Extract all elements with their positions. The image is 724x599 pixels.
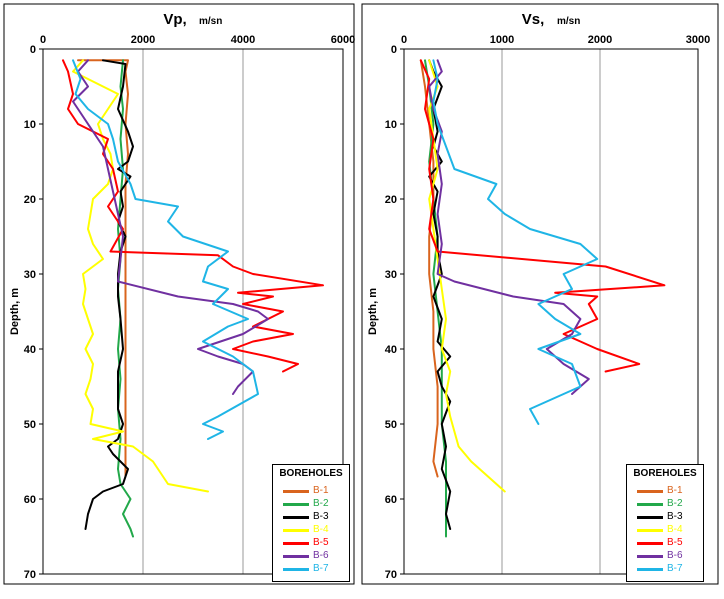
- chart1-legend-swatch: [283, 529, 309, 532]
- chart2-y-tick-label: 10: [385, 119, 397, 131]
- chart1-legend-swatch: [283, 555, 309, 558]
- chart2-y-tick-label: 70: [385, 569, 397, 581]
- chart2-y-tick-label: 0: [391, 44, 397, 56]
- chart1-y-axis-label: Depth, m: [9, 288, 21, 335]
- chart2-y-tick-label: 40: [385, 344, 397, 356]
- chart1-series-line-b-1: [77, 59, 129, 478]
- chart1-legend-label: B-7: [313, 563, 329, 574]
- chart1-series-line-b-6: [72, 59, 269, 395]
- chart2-legend-swatch: [637, 516, 663, 519]
- chart2-legend-swatch: [637, 490, 663, 493]
- chart2-legend-title: BOREHOLES: [633, 468, 697, 479]
- chart2-series-line-b-6: [428, 59, 590, 395]
- chart1-legend-label: B-5: [313, 537, 329, 548]
- chart2-legend-swatch: [637, 529, 663, 532]
- chart2-legend-label: B-2: [667, 498, 683, 509]
- chart1-series-line-b-2: [117, 59, 134, 538]
- chart1-series-line-b-5: [62, 59, 324, 373]
- chart1-y-tick-label: 60: [24, 494, 36, 506]
- chart1-legend-entry: B-2: [283, 498, 373, 510]
- chart2-legend-entry: B-1: [637, 485, 724, 497]
- chart2-x-tick-label: 0: [401, 34, 407, 46]
- chart2-legend-swatch: [637, 503, 663, 506]
- chart2-y-axis-label: Depth, m: [367, 288, 379, 335]
- chart1-legend-swatch: [283, 568, 309, 571]
- chart2-y-tick-label: 50: [385, 419, 397, 431]
- chart1-legend-entry: B-7: [283, 563, 373, 575]
- chart1-legend-label: B-4: [313, 524, 329, 535]
- chart1-x-tick-label: 0: [40, 34, 46, 46]
- chart1-legend-title: BOREHOLES: [279, 468, 343, 479]
- chart1-plot-area: [42, 48, 344, 575]
- chart1-title-unit: m/sn: [199, 16, 222, 27]
- chart1-series-line-b-3: [84, 59, 134, 530]
- chart1-y-tick-label: 40: [24, 344, 36, 356]
- chart1-y-tick-label: 70: [24, 569, 36, 581]
- chart1-series-line-b-7: [72, 59, 259, 440]
- chart1-series-line-b-4: [72, 59, 209, 493]
- chart2-legend-entry: B-7: [637, 563, 724, 575]
- chart2-series-line-b-3: [428, 59, 452, 530]
- chart1-y-tick-label: 50: [24, 419, 36, 431]
- chart2-title: Vs,: [522, 11, 545, 28]
- chart1-x-tick-label: 4000: [231, 34, 255, 46]
- chart1-frame: [3, 3, 355, 585]
- chart2-legend-entry: B-3: [637, 511, 724, 523]
- chart1-legend-entry: B-1: [283, 485, 373, 497]
- chart1-legend-label: B-2: [313, 498, 329, 509]
- chart1-legend-label: B-6: [313, 550, 329, 561]
- chart2-legend-entry: B-4: [637, 524, 724, 536]
- chart1-legend-swatch: [283, 542, 309, 545]
- chart2-frame: [361, 3, 719, 585]
- chart2-y-tick-label: 20: [385, 194, 397, 206]
- chart1-y-tick-label: 30: [24, 269, 36, 281]
- chart2-legend-swatch: [637, 568, 663, 571]
- chart1-legend-swatch: [283, 503, 309, 506]
- chart2-y-tick-label: 30: [385, 269, 397, 281]
- chart2-legend-swatch: [637, 555, 663, 558]
- chart1-legend-entry: B-6: [283, 550, 373, 562]
- chart2-x-tick-label: 2000: [588, 34, 612, 46]
- chart2-legend-entry: B-5: [637, 537, 724, 549]
- chart2-legend-swatch: [637, 542, 663, 545]
- chart2-title-unit: m/sn: [557, 16, 580, 27]
- chart1-legend-entry: B-5: [283, 537, 373, 549]
- chart1-legend-label: B-3: [313, 511, 329, 522]
- chart2-x-tick-label: 3000: [686, 34, 710, 46]
- chart2-legend: BOREHOLES B-1 B-2 B-3 B-4 B-5 B-6 B-7: [626, 464, 704, 582]
- chart1-legend-entry: B-4: [283, 524, 373, 536]
- chart2-legend-entry: B-2: [637, 498, 724, 510]
- chart2-legend-label: B-1: [667, 485, 683, 496]
- chart2-legend-label: B-6: [667, 550, 683, 561]
- chart2-series-line-b-7: [432, 59, 599, 425]
- chart2-x-tick-label: 1000: [490, 34, 514, 46]
- chart1-x-tick-label: 6000: [331, 34, 355, 46]
- chart2-legend-label: B-3: [667, 511, 683, 522]
- chart1-legend: BOREHOLES B-1 B-2 B-3 B-4 B-5 B-6 B-7: [272, 464, 350, 582]
- chart2-legend-label: B-7: [667, 563, 683, 574]
- chart2-legend-entry: B-6: [637, 550, 724, 562]
- chart1-legend-label: B-1: [313, 485, 329, 496]
- chart1-x-tick-label: 2000: [131, 34, 155, 46]
- chart1-y-tick-label: 20: [24, 194, 36, 206]
- chart1-legend-entry: B-3: [283, 511, 373, 523]
- chart2-plot-area: [403, 48, 699, 575]
- chart1-y-tick-label: 10: [24, 119, 36, 131]
- chart1-legend-swatch: [283, 516, 309, 519]
- chart1-title: Vp,: [163, 11, 186, 28]
- chart2-legend-label: B-5: [667, 537, 683, 548]
- chart1-y-tick-label: 0: [30, 44, 36, 56]
- chart2-y-tick-label: 60: [385, 494, 397, 506]
- chart2-legend-label: B-4: [667, 524, 683, 535]
- chart1-legend-swatch: [283, 490, 309, 493]
